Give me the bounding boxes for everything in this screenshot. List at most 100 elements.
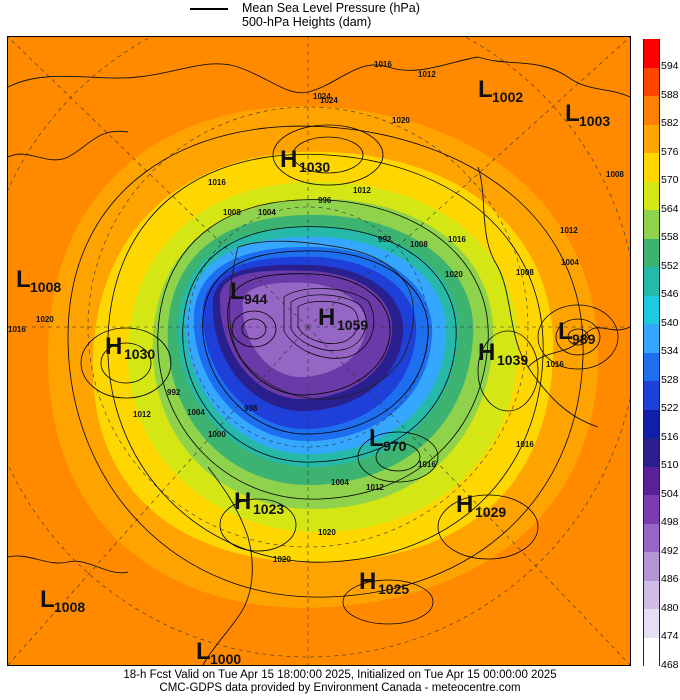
pressure-system-letter: H [234, 488, 251, 515]
colorbar-tick-label: 468 [661, 658, 679, 671]
isobar-label: 1016 [374, 60, 392, 69]
colorbar-swatch [643, 466, 660, 495]
colorbar-swatch [643, 352, 660, 381]
pressure-system-low: L 989 [558, 318, 596, 347]
pressure-system-value: 1002 [492, 89, 523, 105]
isobar-label: 1016 [8, 325, 26, 334]
colorbar-tick-label: 564 [661, 202, 679, 215]
isobar-label: 1012 [133, 410, 151, 419]
pressure-system-high: H 1029 [456, 491, 506, 520]
pressure-system-letter: H [456, 491, 473, 518]
colorbar-swatch [643, 552, 660, 581]
pressure-system-letter: H [318, 304, 335, 331]
footer-valid-line: 18-h Fcst Valid on Tue Apr 15 18:00:00 2… [123, 669, 557, 681]
colorbar-swatch [643, 580, 660, 609]
colorbar-tick-label: 510 [661, 459, 679, 471]
colorbar-swatch [643, 438, 660, 467]
pressure-system-letter: L [369, 425, 384, 452]
isobar-label: 1008 [516, 268, 534, 277]
colorbar-tick-label: 528 [661, 373, 679, 386]
isobars [67, 124, 619, 625]
colorbar-tick-label: 480 [661, 601, 679, 614]
colorbar-swatch [643, 409, 660, 438]
colorbar-swatch [643, 609, 660, 638]
colorbar-swatch [643, 210, 660, 239]
pressure-system-high: H 1025 [359, 568, 409, 597]
isobar-label: 1008 [410, 240, 428, 249]
pressure-system-value: 1039 [497, 352, 528, 368]
colorbar-swatch [643, 181, 660, 210]
isobar-label: 1004 [561, 258, 579, 267]
colorbar-tick-label: 498 [661, 516, 679, 528]
pressure-system-high: H 1059 [318, 304, 368, 333]
pressure-system-low: L 1003 [565, 100, 610, 129]
colorbar-tick-label: 582 [661, 117, 679, 129]
colorbar-tick-label: 552 [661, 259, 679, 272]
footer-credit-line: CMC-GDPS data provided by Environment Ca… [159, 682, 521, 694]
isobar-label: 1016 [516, 440, 534, 449]
isobar-label: 1012 [353, 186, 371, 195]
legend-heights-label: 500-hPa Heights (dam) [242, 15, 372, 29]
colorbar-swatch [643, 124, 660, 153]
colorbar-swatch [643, 67, 660, 96]
pressure-system-value: 970 [383, 438, 407, 454]
isobar-label: 988 [244, 404, 258, 413]
map-legend: Mean Sea Level Pressure (hPa) 500-hPa He… [190, 0, 490, 34]
pressure-system-letter: L [565, 100, 580, 127]
colorbar-swatch [643, 523, 660, 552]
isobar-label: 1016 [546, 360, 564, 369]
colorbar-swatch [643, 381, 660, 410]
pressure-system-value: 1030 [299, 159, 330, 175]
colorbar-tick-label: 570 [661, 174, 679, 186]
pressure-system-letter: H [478, 339, 495, 366]
isobar-label: 1000 [208, 430, 226, 439]
isobar-label: 1020 [36, 315, 54, 324]
isobar-label: 1016 [208, 178, 226, 187]
isobar-label: 1016 [448, 235, 466, 244]
colorbar-tick-label: 516 [661, 430, 679, 443]
pressure-system-value: 1023 [253, 501, 284, 517]
colorbar-swatch [643, 267, 660, 296]
pressure-system-high: H 1039 [478, 339, 528, 368]
graticule [8, 37, 630, 665]
pressure-system-low: L 944 [230, 278, 268, 307]
isobar-label: 1004 [187, 408, 205, 417]
footer: 18-h Fcst Valid on Tue Apr 15 18:00:00 2… [0, 669, 680, 695]
pressure-system-low: L 970 [369, 425, 407, 454]
pressure-system-value: 1025 [378, 581, 409, 597]
colorbar-swatch [643, 495, 660, 524]
pressure-system-letter: H [105, 333, 122, 360]
pressure-system-letter: L [16, 266, 31, 293]
colorbar-tick-label: 546 [661, 288, 679, 300]
pressure-system-letter: H [280, 146, 297, 173]
colorbar-tick-label: 540 [661, 316, 679, 329]
pressure-system-low: L 1008 [16, 266, 61, 295]
pressure-system-value: 1000 [210, 651, 241, 665]
isobar-label: 1012 [366, 483, 384, 492]
colorbar-tick-label: 474 [661, 630, 679, 642]
pressure-system-high: H 1023 [234, 488, 284, 517]
colorbar-swatch [643, 324, 660, 353]
colorbar-swatch [643, 153, 660, 182]
isobar-label: 1004 [331, 478, 349, 487]
colorbar-tick-label: 504 [661, 487, 679, 500]
isobar-label: 1012 [418, 70, 436, 79]
pressure-system-letter: L [558, 318, 573, 345]
colorbar-tick-label: 492 [661, 544, 679, 557]
isobar-label: 992 [167, 388, 181, 397]
isobar-label: 1024 [313, 92, 331, 101]
pressure-system-value: 944 [244, 291, 268, 307]
isobar-label: 1008 [606, 170, 624, 179]
pressure-system-letter: L [230, 278, 245, 305]
legend-mslp-label: Mean Sea Level Pressure (hPa) [242, 1, 420, 15]
colorbar-tick-label: 486 [661, 573, 679, 585]
pressure-system-low: L 1008 [40, 586, 85, 615]
pressure-system-value: 1003 [579, 113, 610, 129]
isobar-label: 1020 [445, 270, 463, 279]
pressure-system-value: 1029 [475, 504, 506, 520]
pressure-system-letter: L [196, 638, 211, 665]
colorbar-tick-label: 534 [661, 345, 679, 357]
colorbar-swatch [643, 295, 660, 324]
colorbar-tick-label: 558 [661, 231, 679, 243]
